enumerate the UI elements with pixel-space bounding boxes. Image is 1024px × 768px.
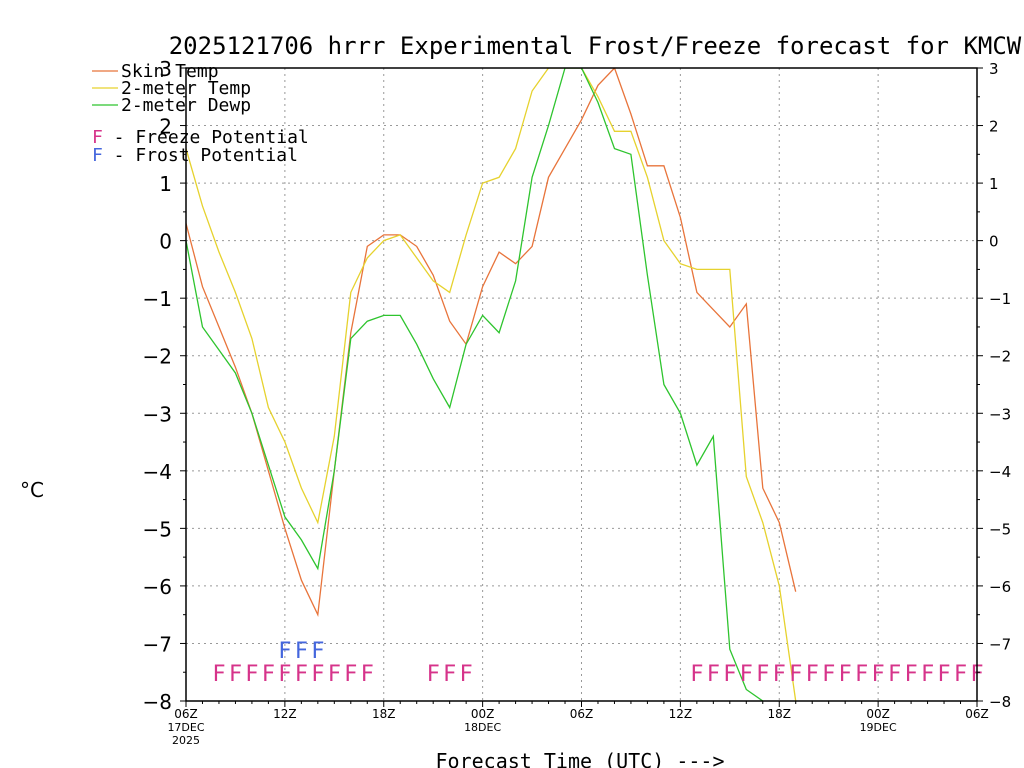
freeze-potential-marker: F <box>888 662 901 687</box>
chart-title: 2025121706 hrrr Experimental Frost/Freez… <box>169 32 1022 60</box>
legend-label: F - Frost Potential <box>92 145 298 166</box>
series-lines <box>186 68 797 701</box>
y-tick-label-right: 3 <box>989 60 999 78</box>
legend-label: 2-meter Dewp <box>121 95 251 116</box>
y-tick-label-left: −8 <box>143 690 172 714</box>
y-tick-label-left: −3 <box>143 402 172 426</box>
freeze-potential-marker: F <box>954 662 967 687</box>
frost-potential-marker: F <box>311 639 324 664</box>
legend-label: F - Freeze Potential <box>92 127 309 148</box>
freeze-potential-marker: F <box>937 662 950 687</box>
x-tick-label: 06Z <box>965 707 989 721</box>
freeze-potential-marker: F <box>839 662 852 687</box>
y-tick-label-left: −2 <box>143 345 172 369</box>
x-tick-label: 12Z <box>669 707 693 721</box>
freeze-potential-marker: F <box>295 662 308 687</box>
plot-frame <box>185 67 978 702</box>
freeze-potential-marker: F <box>756 662 769 687</box>
freeze-potential-marker: F <box>262 662 275 687</box>
y-tick-label-right: 1 <box>989 175 999 193</box>
series-2-meter-temp-line <box>186 68 797 701</box>
freeze-potential-marker: F <box>278 662 291 687</box>
freeze-potential-marker: F <box>690 662 703 687</box>
potential-markers: F F F F F F F F F F F F F F F F F F F F F F F F F F F F F F FF F F <box>212 639 983 687</box>
y-tick-label-left: −1 <box>143 287 172 311</box>
y-tick-label-left: 2 <box>159 115 172 139</box>
y-tick-label-left: 3 <box>159 57 172 81</box>
x-tick-label: 12Z <box>273 707 297 721</box>
x-axis-label: Forecast Time (UTC) ---> <box>436 749 725 768</box>
freeze-potential-marker: F <box>723 662 736 687</box>
legend-label: Skin Temp <box>121 61 219 82</box>
freeze-potential-marker: F <box>460 662 473 687</box>
x-tick-date-label: 18DEC <box>464 721 501 734</box>
x-tick-label: 06Z <box>174 707 198 721</box>
x-tick-date-label: 19DEC <box>860 721 897 734</box>
y-tick-label-right: −7 <box>989 635 1011 653</box>
y-tick-label-left: −5 <box>143 517 172 541</box>
grid-lines <box>186 68 977 701</box>
x-tick-label: 18Z <box>768 707 792 721</box>
freeze-potential-marker: F <box>361 662 374 687</box>
y-axis-label: °C <box>20 478 44 502</box>
x-tick-label: 18Z <box>372 707 396 721</box>
y-tick-label-right: 2 <box>989 118 999 136</box>
x-tick-label: 00Z <box>866 707 890 721</box>
freeze-potential-marker: F <box>427 662 440 687</box>
freeze-potential-marker: F <box>443 662 456 687</box>
frost-potential-marker: F <box>278 639 291 664</box>
freeze-potential-marker: F <box>773 662 786 687</box>
freeze-potential-marker: F <box>229 662 242 687</box>
x-tick-label: 06Z <box>570 707 594 721</box>
y-tick-label-left: −4 <box>143 460 172 484</box>
y-tick-label-left: −7 <box>143 632 172 656</box>
freeze-potential-marker: F <box>806 662 819 687</box>
freeze-potential-marker: F <box>245 662 258 687</box>
freeze-potential-marker: F <box>789 662 802 687</box>
y-tick-label-right: −1 <box>989 290 1011 308</box>
freeze-potential-marker: F <box>822 662 835 687</box>
y-tick-label-right: −8 <box>989 693 1011 711</box>
axis-ticks: −8 −8 −7 −7 −6 −6 −5 −5 −4 −4 −3 −3 −2 −2 −1 −1 0 0 1 1 2 2 3 3… <box>143 57 1012 747</box>
freeze-potential-marker: F <box>212 662 225 687</box>
y-tick-label-right: −4 <box>989 463 1011 481</box>
freeze-potential-marker: F <box>707 662 720 687</box>
freeze-potential-marker: F <box>872 662 885 687</box>
y-tick-label-right: −6 <box>989 578 1011 596</box>
y-tick-label-right: 0 <box>989 233 999 251</box>
x-tick-date-label: 17DEC <box>167 721 204 734</box>
x-tick-label: 00Z <box>471 707 495 721</box>
y-tick-label-right: −3 <box>989 405 1011 423</box>
series-skin-temp-line <box>186 68 797 618</box>
freeze-potential-marker: F <box>904 662 917 687</box>
freeze-potential-marker: F <box>740 662 753 687</box>
x-tick-year-label: 2025 <box>172 734 200 747</box>
legend-label: 2-meter Temp <box>121 78 251 99</box>
y-tick-label-right: −2 <box>989 348 1011 366</box>
freeze-potential-marker: F <box>344 662 357 687</box>
y-tick-label-right: −5 <box>989 520 1011 538</box>
frost-potential-marker: F <box>295 639 308 664</box>
freeze-potential-marker: F <box>328 662 341 687</box>
y-tick-label-left: 0 <box>159 230 172 254</box>
y-tick-label-left: −6 <box>143 575 172 599</box>
y-tick-label-left: 1 <box>159 172 172 196</box>
freeze-potential-marker: F <box>311 662 324 687</box>
series-2-meter-dewp-line <box>186 68 764 701</box>
freeze-potential-marker: F <box>921 662 934 687</box>
freeze-potential-marker: F <box>855 662 868 687</box>
